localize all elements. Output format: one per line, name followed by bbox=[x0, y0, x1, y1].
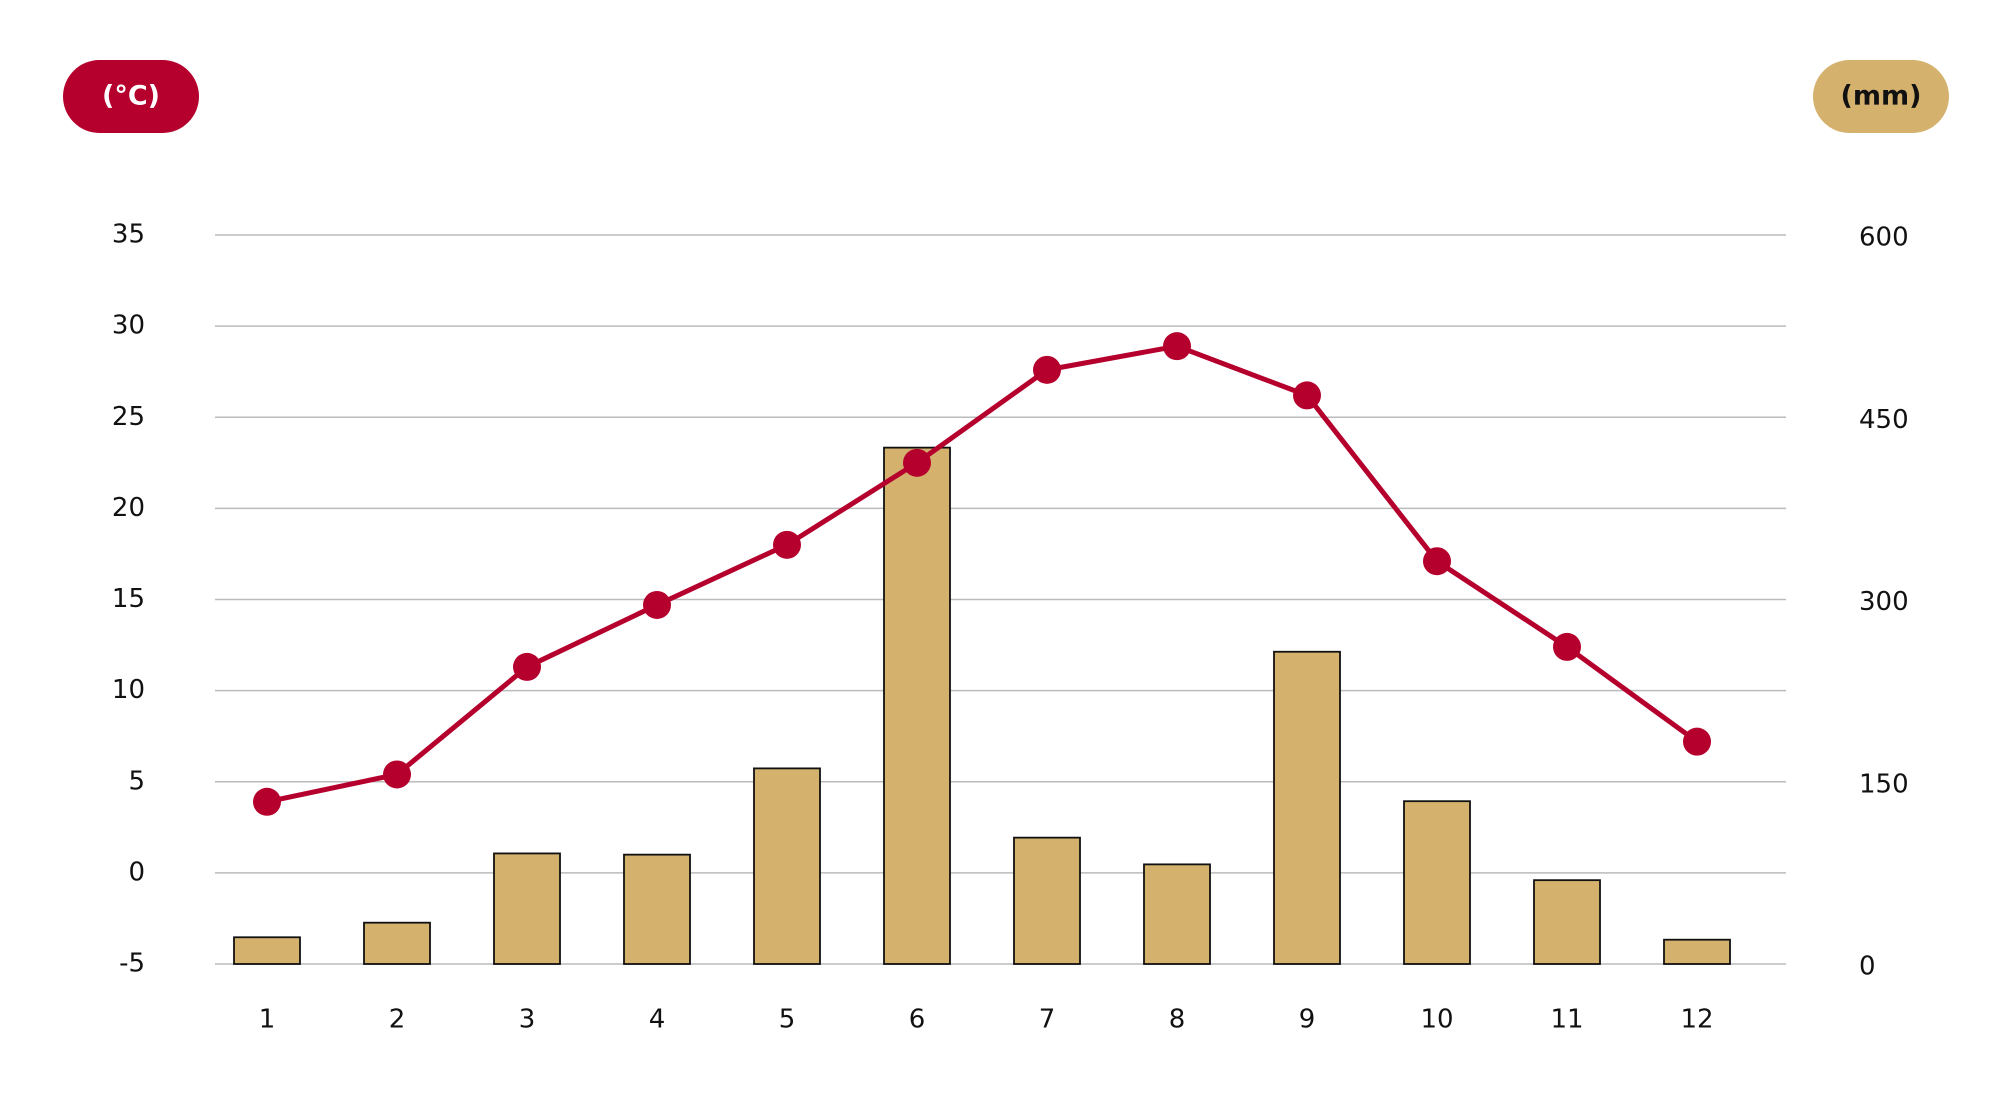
y-tick-label: 15 bbox=[112, 584, 145, 614]
point bbox=[643, 590, 671, 619]
bar bbox=[1273, 650, 1341, 965]
bar bbox=[493, 852, 561, 965]
y-tick-label: 25 bbox=[112, 402, 145, 432]
bar bbox=[883, 446, 951, 965]
y-axis-label: (°C) bbox=[102, 81, 160, 112]
x-tick-label: 3 bbox=[519, 1005, 536, 1035]
bar bbox=[753, 767, 821, 965]
y-tick-label: 5 bbox=[128, 766, 145, 796]
x-tick-label: 9 bbox=[1299, 1005, 1316, 1035]
point bbox=[1553, 632, 1581, 661]
y-tick-label: 0 bbox=[128, 857, 145, 887]
y2-tick-label: 600 bbox=[1859, 223, 1909, 253]
point bbox=[253, 787, 281, 816]
point bbox=[383, 760, 411, 789]
point bbox=[773, 530, 801, 559]
y2-tick-label: 0 bbox=[1859, 952, 1876, 982]
y-tick-label: 10 bbox=[112, 675, 145, 705]
y2-tick-label: 300 bbox=[1859, 587, 1909, 617]
point bbox=[513, 652, 541, 681]
x-tick-label: 10 bbox=[1420, 1005, 1453, 1035]
bar bbox=[623, 853, 691, 965]
y-tick-label: 20 bbox=[112, 493, 145, 523]
x-tick-label: 2 bbox=[389, 1005, 406, 1035]
x-tick-label: 11 bbox=[1550, 1005, 1583, 1035]
y-tick-label: -5 bbox=[119, 949, 145, 979]
x-tick-label: 7 bbox=[1039, 1005, 1056, 1035]
bar bbox=[1663, 938, 1731, 965]
bar bbox=[1403, 800, 1471, 965]
y-tick-label: 35 bbox=[112, 220, 145, 250]
bar bbox=[1143, 863, 1211, 965]
point bbox=[1293, 381, 1321, 410]
x-tick-label: 1 bbox=[259, 1005, 276, 1035]
point bbox=[1423, 547, 1451, 576]
bar bbox=[1533, 879, 1601, 965]
x-tick-label: 8 bbox=[1169, 1005, 1186, 1035]
bar bbox=[363, 921, 431, 965]
bar bbox=[1013, 836, 1081, 965]
y-label-pill bbox=[63, 60, 199, 133]
y2-tick-label: 450 bbox=[1859, 405, 1909, 435]
y2-label-pill bbox=[1813, 60, 1949, 133]
x-tick-label: 4 bbox=[649, 1005, 666, 1035]
point bbox=[1033, 355, 1061, 384]
point bbox=[1163, 332, 1191, 361]
y2-tick-label: 150 bbox=[1859, 769, 1909, 799]
x-tick-label: 12 bbox=[1680, 1005, 1713, 1035]
x-tick-label: 6 bbox=[909, 1005, 926, 1035]
point bbox=[1683, 727, 1711, 756]
point bbox=[903, 448, 931, 477]
line bbox=[266, 343, 1699, 805]
y2-axis-label: (mm) bbox=[1841, 81, 1922, 112]
bar bbox=[233, 936, 301, 965]
x-tick-label: 5 bbox=[779, 1005, 796, 1035]
y-tick-label: 30 bbox=[112, 311, 145, 341]
